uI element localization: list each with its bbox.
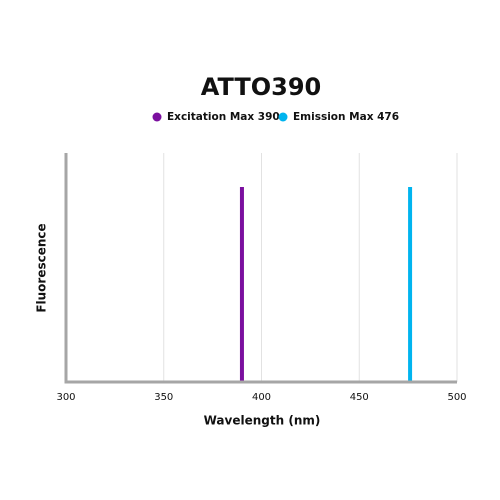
legend-marker <box>152 112 162 122</box>
x-tick-label: 300 <box>56 392 75 403</box>
y-axis-label: Fluorescence <box>35 223 49 312</box>
x-tick-label: 350 <box>154 392 173 403</box>
x-axis-label: Wavelength (nm) <box>204 414 321 428</box>
x-tick-label: 450 <box>350 392 369 403</box>
x-tick-label: 500 <box>447 392 466 403</box>
legend-marker <box>278 112 288 122</box>
legend-label: Excitation Max 390 <box>167 111 280 123</box>
legend-label: Emission Max 476 <box>293 111 399 123</box>
chart-title: ATTO390 <box>201 73 322 101</box>
x-tick-label: 400 <box>252 392 271 403</box>
